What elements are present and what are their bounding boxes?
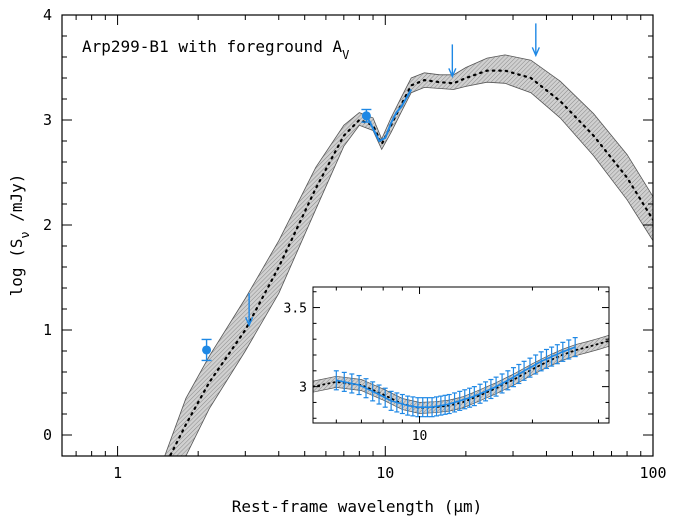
main-axes: 1 10 100 0 1 2 3 4 (43, 6, 667, 482)
x-tick-label: 10 (412, 429, 428, 444)
y-tick-label: 3.5 (284, 302, 307, 317)
x-tick-label: 100 (639, 464, 666, 482)
inset-uncertainty-band-layer (313, 334, 609, 414)
x-tick-label: 10 (376, 464, 394, 482)
main-data-layer (201, 23, 540, 362)
upper-limit-arrow-head (531, 47, 540, 58)
y-axis-title: log (Sν /mJy) (7, 174, 32, 297)
photometry-point (202, 345, 212, 355)
main-model-line (168, 69, 653, 456)
irs-spectrum-line (366, 89, 413, 143)
main-plot-frame (61, 14, 654, 457)
upper-limit-arrow-head (244, 316, 254, 327)
chart-annotation: Arp299-B1 with foreground AV (82, 37, 349, 62)
x-axis-title: Rest-frame wavelength (μm) (232, 497, 482, 516)
inset-spectrum-line (336, 346, 576, 409)
main-uncertainty-band-layer (164, 54, 653, 456)
x-tick-label: 1 (113, 464, 122, 482)
y-tick-label: 4 (43, 6, 52, 24)
main-model-line-layer (168, 69, 653, 456)
inset-uncertainty-band (313, 334, 609, 414)
y-tick-label: 0 (43, 426, 52, 444)
y-tick-label: 1 (43, 321, 52, 339)
inset-axes: 10 3 3.5 (284, 287, 609, 444)
inset-data-layer (333, 337, 578, 418)
inset-chart: 10 3 3.5 (284, 286, 610, 444)
upper-limit-arrow-head (448, 68, 457, 79)
y-tick-label: 3 (299, 381, 307, 396)
main-uncertainty-band (164, 54, 653, 456)
y-tick-label: 2 (43, 216, 52, 234)
y-tick-label: 3 (43, 111, 52, 129)
photometry-point (361, 111, 371, 121)
